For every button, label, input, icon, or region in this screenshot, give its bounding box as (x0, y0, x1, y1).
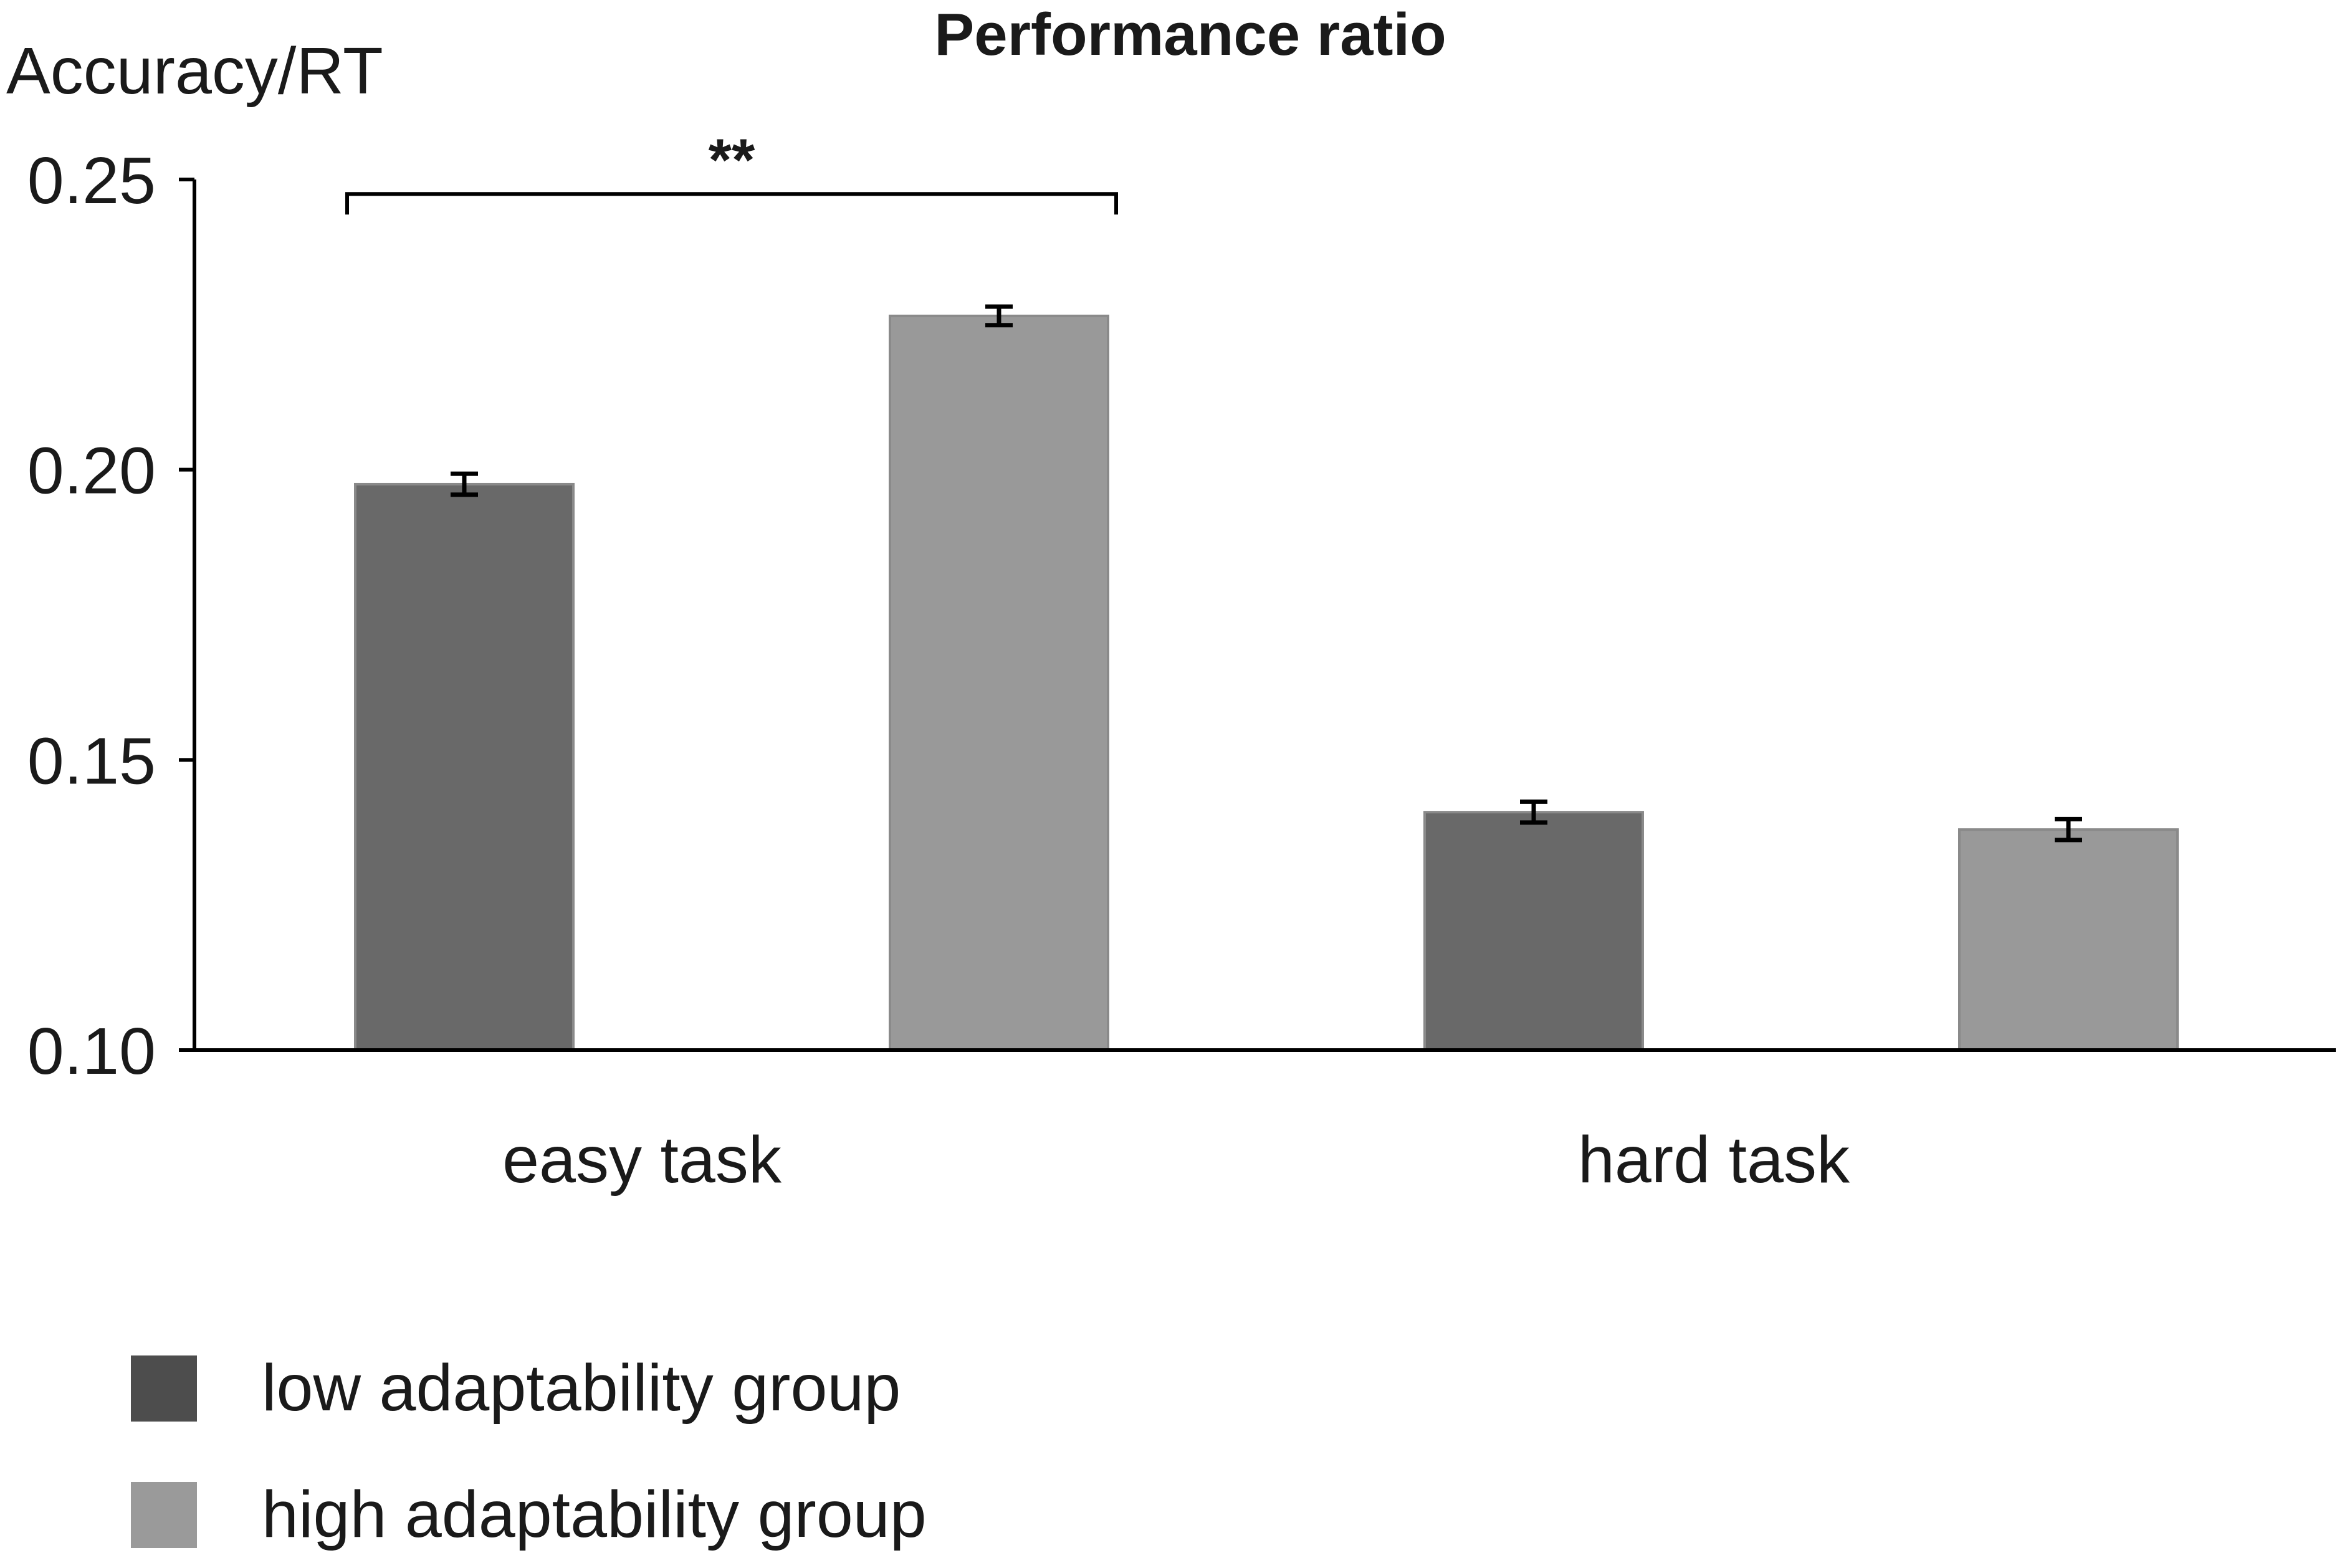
category-labels: easy task hard task (502, 1123, 1850, 1197)
legend: low adaptability group high adaptability … (131, 1351, 927, 1551)
significance-bracket (345, 192, 1118, 215)
significance-annotations: ** (345, 127, 1118, 215)
y-axis-label: Accuracy/RT (6, 34, 383, 108)
bar (354, 482, 575, 1051)
bars (354, 314, 2179, 1052)
bar (1958, 828, 2179, 1052)
legend-label: high adaptability group (262, 1478, 927, 1551)
y-axis-ticks: 0.10 0.15 0.20 0.25 (27, 144, 194, 1088)
y-tick-label: 0.15 (27, 724, 156, 798)
error-bars (451, 304, 2082, 843)
chart-title: Performance ratio (934, 1, 1446, 68)
bar (1423, 811, 1644, 1051)
legend-label: low adaptability group (262, 1351, 901, 1425)
significance-label: ** (709, 127, 755, 193)
y-tick-label: 0.25 (27, 144, 156, 218)
category-label: easy task (502, 1123, 782, 1197)
category-label: hard task (1578, 1123, 1850, 1197)
legend-swatch (131, 1482, 197, 1548)
bar (889, 314, 1109, 1052)
legend-swatch (131, 1355, 197, 1422)
y-tick-label: 0.10 (27, 1015, 156, 1088)
y-tick-label: 0.20 (27, 434, 156, 508)
